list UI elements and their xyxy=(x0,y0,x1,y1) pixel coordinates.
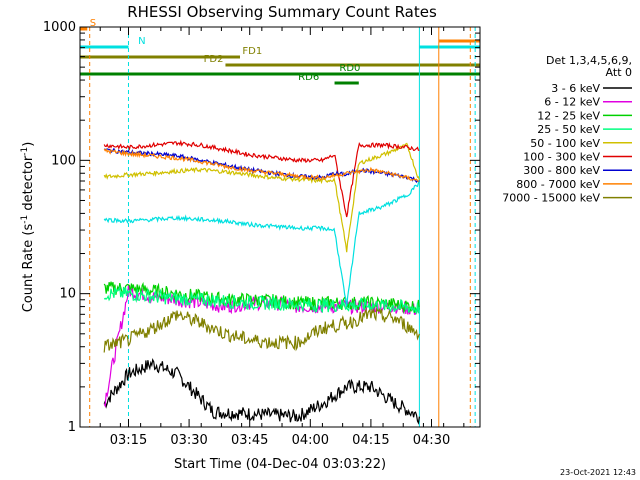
series-line-9 xyxy=(103,181,420,307)
x-axis-ticks: 03:15 03:30 03:45 04:00 04:15 04:30 xyxy=(79,27,465,448)
legend-entry-6: 300 - 800 keV xyxy=(523,164,600,177)
series-line-7 xyxy=(103,148,420,183)
series-line-4 xyxy=(103,142,420,253)
legend-entry-5: 100 - 300 keV xyxy=(523,151,600,164)
series-lines xyxy=(103,139,420,425)
x-tick-label-1: 03:30 xyxy=(170,433,207,448)
flag-label-n: N xyxy=(138,36,145,47)
y-label-end: ) xyxy=(21,142,36,147)
y-axis-ticks: 1 10 100 1000 xyxy=(43,20,480,435)
legend-entry-4: 50 - 100 keV xyxy=(530,137,600,150)
x-tick-label-4: 04:15 xyxy=(352,433,389,448)
series-line-3 xyxy=(103,285,420,315)
y-label-mid: detector xyxy=(21,155,36,215)
x-tick-label-5: 04:30 xyxy=(413,433,450,448)
flag-label-rd0: RD0 xyxy=(339,63,360,74)
legend-entry-3: 25 - 50 keV xyxy=(537,123,600,136)
y-tick-label-1: 10 xyxy=(59,287,76,302)
series-line-8 xyxy=(103,307,420,353)
flag-label-fd2: FD2 xyxy=(204,54,224,65)
chart-title: RHESSI Observing Summary Count Rates xyxy=(127,3,437,21)
y-tick-label-3: 1000 xyxy=(43,20,76,35)
y-label-exp1: -1 xyxy=(20,215,30,224)
flag-label-s: S xyxy=(90,18,96,29)
series-line-5 xyxy=(103,139,420,218)
flag-label-rd6: RD6 xyxy=(298,72,319,83)
x-axis-label: Start Time (04-Dec-04 03:03:22) xyxy=(174,457,386,472)
y-label-main: Count Rate (s xyxy=(21,224,36,313)
legend-entry-2: 12 - 25 keV xyxy=(537,109,600,122)
x-tick-label-2: 03:45 xyxy=(231,433,268,448)
vertical-markers xyxy=(89,27,476,427)
legend-entry-7: 800 - 7000 keV xyxy=(516,178,600,191)
legend-entry-8: 7000 - 15000 keV xyxy=(502,192,600,205)
legend-header-1: Att 0 xyxy=(606,66,632,79)
flag-label-fd1: FD1 xyxy=(242,46,262,57)
x-tick-label-3: 04:00 xyxy=(292,433,329,448)
y-tick-label-2: 100 xyxy=(51,153,76,168)
y-axis-label: Count Rate (s-1 detector-1) xyxy=(20,142,36,313)
footer-date: 23-Oct-2021 12:43 xyxy=(560,468,636,477)
x-tick-label-0: 03:15 xyxy=(110,433,147,448)
legend-header-0: Det 1,3,4,5,6,9, xyxy=(546,54,632,67)
flag-bars: S N FD1 FD2 RD0 RD6 xyxy=(80,18,480,85)
legend-entry-1: 6 - 12 keV xyxy=(544,96,600,109)
legend-entry-0: 3 - 6 keV xyxy=(551,82,600,95)
y-label-exp2: -1 xyxy=(20,147,30,156)
y-tick-label-0: 1 xyxy=(68,420,76,435)
series-line-0 xyxy=(103,357,420,425)
plot-frame xyxy=(79,26,481,428)
